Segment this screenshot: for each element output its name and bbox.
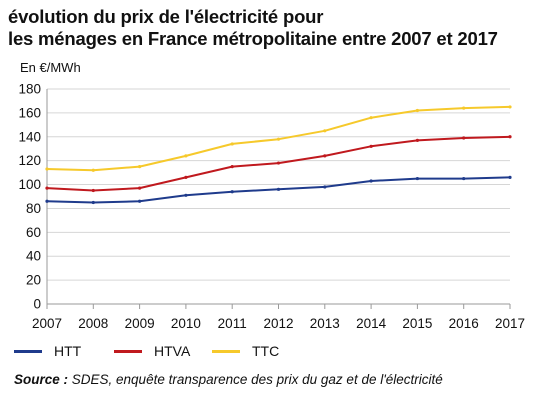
x-tick-label: 2011 <box>218 316 247 331</box>
data-point-htt <box>415 176 419 181</box>
data-point-htt <box>184 193 188 197</box>
data-point-htt <box>508 175 512 179</box>
x-tick-label: 2014 <box>356 316 387 331</box>
legend-swatch-ttc <box>212 349 240 353</box>
chart-title-line-1: évolution du prix de l'électricité pour <box>8 6 324 27</box>
legend-item-htva: HTVA <box>114 343 190 359</box>
y-tick-label: 120 <box>18 153 41 168</box>
data-point-htt <box>138 199 142 203</box>
data-point-htt <box>462 176 466 181</box>
x-tick-label: 2015 <box>402 316 432 331</box>
data-point-ttc <box>369 116 373 120</box>
legend-label-ttc: TTC <box>252 343 280 359</box>
data-point-htva <box>230 165 234 169</box>
data-point-ttc <box>91 168 95 172</box>
chart-title: évolution du prix de l'électricité pour … <box>8 6 498 50</box>
legend-item-htt: HTT <box>14 343 81 359</box>
data-point-htt <box>45 199 49 203</box>
y-axis-unit-label: En €/MWh <box>20 60 81 75</box>
x-tick-label: 2007 <box>32 316 62 331</box>
data-point-htva <box>415 138 419 142</box>
x-tick-label: 2010 <box>171 316 201 331</box>
data-point-ttc <box>323 129 327 133</box>
y-tick-label: 180 <box>18 82 41 97</box>
legend-item-ttc: TTC <box>212 343 279 359</box>
data-point-htva <box>369 144 373 148</box>
y-tick-label: 60 <box>26 225 41 240</box>
data-point-htt <box>230 190 234 194</box>
data-point-htva <box>462 136 466 140</box>
y-tick-label: 20 <box>26 273 41 288</box>
data-point-htva <box>184 175 188 179</box>
x-tick-label: 2009 <box>125 316 155 331</box>
data-point-htva <box>276 161 281 165</box>
y-tick-label: 40 <box>26 249 41 264</box>
legend-label-htt: HTT <box>54 343 82 359</box>
y-tick-label: 0 <box>33 297 41 312</box>
data-point-ttc <box>276 137 281 141</box>
source-note: Source : SDES, enquête transparence des … <box>14 372 443 387</box>
y-tick-label: 160 <box>18 105 41 120</box>
data-point-htt <box>369 179 373 183</box>
x-tick-label: 2016 <box>449 316 479 331</box>
x-tick-label: 2013 <box>310 316 340 331</box>
data-point-htva <box>45 186 49 190</box>
data-point-ttc <box>230 142 234 146</box>
data-point-htva <box>508 135 512 139</box>
legend-swatch-htt <box>14 349 42 353</box>
x-tick-label: 2017 <box>495 316 525 331</box>
y-tick-label: 100 <box>18 177 41 192</box>
data-point-ttc <box>462 106 466 110</box>
y-tick-label: 140 <box>18 129 41 144</box>
data-point-ttc <box>45 167 49 171</box>
data-point-htva <box>323 154 327 158</box>
data-point-ttc <box>184 154 188 158</box>
chart-title-line-2: les ménages en France métropolitaine ent… <box>8 28 498 49</box>
data-point-htva <box>91 188 95 193</box>
data-point-htt <box>323 185 327 189</box>
data-point-ttc <box>138 165 142 169</box>
source-label: Source : <box>14 372 69 387</box>
legend-swatch-htva <box>114 349 142 353</box>
y-tick-label: 80 <box>26 201 41 216</box>
x-tick-label: 2008 <box>78 316 108 331</box>
legend-label-htva: HTVA <box>154 343 191 359</box>
data-point-ttc <box>508 105 512 109</box>
data-point-ttc <box>415 108 419 113</box>
data-point-htva <box>138 186 142 190</box>
data-point-htt <box>276 187 281 191</box>
source-text: SDES, enquête transparence des prix du g… <box>68 372 443 387</box>
data-point-htt <box>91 200 95 205</box>
x-tick-label: 2012 <box>263 316 293 331</box>
